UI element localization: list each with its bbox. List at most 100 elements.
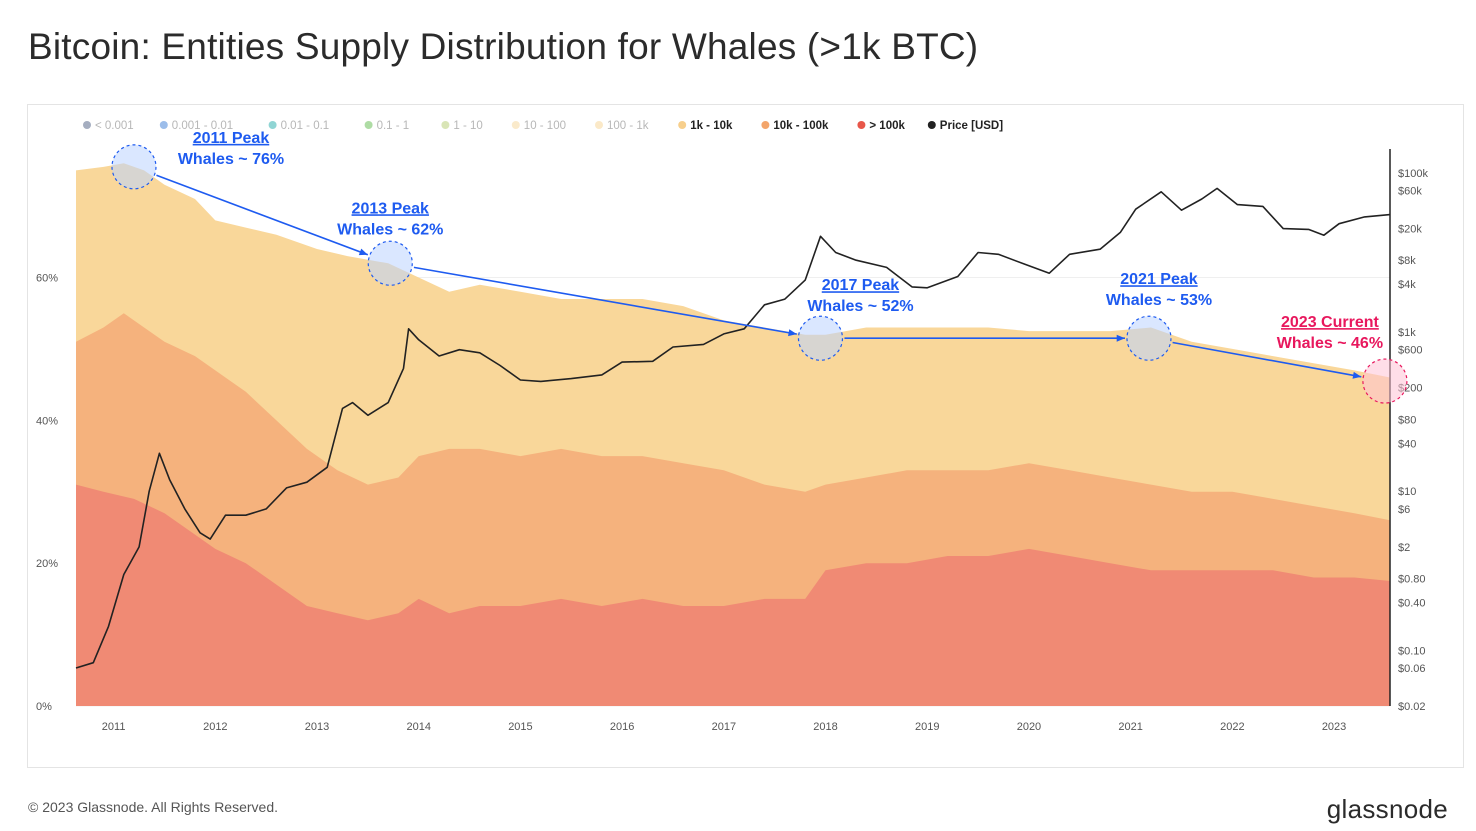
chart-title: Bitcoin: Entities Supply Distribution fo… bbox=[28, 26, 979, 67]
annotation-value: Whales ~ 76% bbox=[178, 151, 284, 168]
y-right-tick-label: $0.40 bbox=[1398, 597, 1426, 609]
legend-item[interactable]: 1k - 10k bbox=[678, 120, 733, 132]
legend-item[interactable]: 10 - 100 bbox=[511, 120, 566, 132]
y-right-tick-label: $2 bbox=[1398, 542, 1410, 554]
y-left-tick-label: 20% bbox=[36, 558, 58, 570]
footer-copyright: © 2023 Glassnode. All Rights Reserved. bbox=[28, 799, 279, 815]
annotation-arrow bbox=[1172, 341, 1362, 378]
y-right-tick-label: $20k bbox=[1398, 224, 1422, 236]
area-series bbox=[76, 163, 1390, 707]
y-right-tick-label: $8k bbox=[1398, 255, 1416, 267]
annotation-circle bbox=[1362, 358, 1408, 404]
legend-label: > 100k bbox=[869, 120, 905, 132]
legend-label: 0.001 - 0.01 bbox=[172, 120, 233, 132]
y-right-tick-label: $0.10 bbox=[1398, 645, 1426, 657]
x-tick-label: 2021 bbox=[1118, 721, 1142, 733]
arrowhead-icon bbox=[1116, 334, 1125, 342]
y-right-tick-label: $10 bbox=[1398, 486, 1416, 498]
y-left-tick-label: 0% bbox=[36, 701, 52, 713]
legend-dot-icon bbox=[441, 121, 450, 129]
legend-dot-icon bbox=[83, 121, 91, 129]
annotation-title: 2013 Peak bbox=[352, 200, 430, 217]
x-tick-label: 2014 bbox=[406, 721, 430, 733]
y-left-tick-label: 40% bbox=[36, 415, 58, 427]
arrowhead-icon bbox=[358, 248, 368, 256]
legend-dot-icon bbox=[364, 121, 373, 129]
legend-dot-icon bbox=[159, 121, 168, 129]
y-right-tick-label: $0.02 bbox=[1398, 701, 1426, 713]
legend-item[interactable]: < 0.001 bbox=[83, 120, 134, 132]
annotation-value: Whales ~ 46% bbox=[1277, 335, 1383, 352]
legend-label: 1k - 10k bbox=[690, 120, 733, 132]
y-right-tick-label: $600 bbox=[1398, 345, 1422, 357]
price-line bbox=[75, 187, 1391, 669]
price-usd-line bbox=[75, 187, 1391, 669]
annotation-circle bbox=[797, 315, 844, 361]
y-right-tick-label: $60k bbox=[1398, 186, 1422, 198]
legend-label: 100 - 1k bbox=[607, 120, 649, 132]
annotation-title: 2017 Peak bbox=[822, 277, 900, 294]
axes: 2011 2012 2013 2014 2015 2016 2017 2018 2019 2020… bbox=[36, 149, 1428, 733]
arrowhead-icon bbox=[788, 329, 797, 337]
legend-item[interactable]: 0.001 - 0.01 bbox=[159, 120, 233, 132]
x-tick-label: 2017 bbox=[712, 721, 736, 733]
y-right-tick-label: $0.80 bbox=[1398, 574, 1426, 586]
legend-item[interactable]: 0.01 - 0.1 bbox=[268, 120, 330, 132]
annotation-value: Whales ~ 52% bbox=[807, 298, 913, 315]
y-right-tick-label: $6 bbox=[1398, 504, 1410, 516]
legend-dot-icon bbox=[761, 121, 770, 129]
annotation-value: Whales ~ 62% bbox=[337, 221, 443, 238]
legend-label: 10k - 100k bbox=[773, 120, 829, 132]
x-tick-label: 2019 bbox=[915, 721, 939, 733]
x-tick-label: 2013 bbox=[305, 721, 329, 733]
legend-item[interactable]: 10k - 100k bbox=[761, 120, 829, 132]
annotation-title: 2021 Peak bbox=[1120, 271, 1198, 288]
legend-dot-icon bbox=[857, 121, 866, 129]
annotation-circle bbox=[367, 240, 413, 286]
x-tick-label: 2016 bbox=[610, 721, 634, 733]
legend-dot-icon bbox=[268, 121, 277, 129]
legend-label: 1 - 10 bbox=[453, 120, 482, 132]
legend-label: 10 - 100 bbox=[524, 120, 566, 132]
legend-item[interactable]: Price [USD] bbox=[927, 120, 1003, 132]
annotation-value: Whales ~ 53% bbox=[1106, 292, 1212, 309]
annotation-circle bbox=[1126, 315, 1172, 361]
legend-dot-icon bbox=[595, 121, 603, 129]
y-right-tick-label: $40 bbox=[1398, 438, 1416, 450]
arrowhead-icon bbox=[1352, 371, 1362, 379]
legend-dot-icon bbox=[511, 121, 520, 129]
legend-dot-icon bbox=[927, 121, 936, 129]
footer-logo[interactable]: glassnode bbox=[1326, 794, 1448, 824]
x-tick-label: 2011 bbox=[102, 721, 126, 733]
y-right-tick-label: $80 bbox=[1398, 414, 1416, 426]
legend-item[interactable]: > 100k bbox=[857, 120, 905, 132]
legend-item[interactable]: 0.1 - 1 bbox=[364, 120, 410, 132]
x-tick-label: 2020 bbox=[1017, 721, 1041, 733]
annotation-arrow bbox=[156, 174, 369, 256]
annotation-arrow bbox=[413, 266, 797, 335]
y-left-tick-label: 60% bbox=[36, 273, 58, 285]
y-right-tick-label: $0.06 bbox=[1398, 663, 1426, 675]
legend[interactable]: < 0.001 0.001 - 0.01 0.01 - 0.1 0.1 - 1 1 - … bbox=[83, 120, 1003, 132]
annotations: 2011 Peak Whales ~ 76% 2013 Peak Whales ~ 6… bbox=[111, 130, 1408, 404]
y-right-tick-label: $4k bbox=[1398, 279, 1416, 291]
x-tick-label: 2022 bbox=[1220, 721, 1244, 733]
y-right-tick-label: $100k bbox=[1398, 168, 1428, 180]
annotation-title: 2011 Peak bbox=[193, 130, 270, 147]
legend-label: Price [USD] bbox=[940, 120, 1003, 132]
area--100k bbox=[76, 484, 1390, 706]
y-right-tick-label: $1k bbox=[1398, 327, 1416, 339]
annotation-title: 2023 Current bbox=[1281, 314, 1379, 331]
x-tick-label: 2015 bbox=[508, 721, 532, 733]
legend-item[interactable]: 1 - 10 bbox=[441, 120, 483, 132]
legend-item[interactable]: 100 - 1k bbox=[595, 120, 649, 132]
x-tick-label: 2018 bbox=[813, 721, 837, 733]
legend-dot-icon bbox=[678, 121, 687, 129]
legend-label: 0.01 - 0.1 bbox=[281, 120, 330, 132]
x-tick-label: 2012 bbox=[203, 721, 227, 733]
chart-panel: glassnode 201120122013201420152016201720… bbox=[27, 104, 1464, 768]
legend-label: 0.1 - 1 bbox=[377, 120, 410, 132]
legend-label: < 0.001 bbox=[95, 120, 134, 132]
chart-svg: glassnode 201120122013201420152016201720… bbox=[36, 120, 1428, 733]
x-tick-label: 2023 bbox=[1322, 721, 1346, 733]
